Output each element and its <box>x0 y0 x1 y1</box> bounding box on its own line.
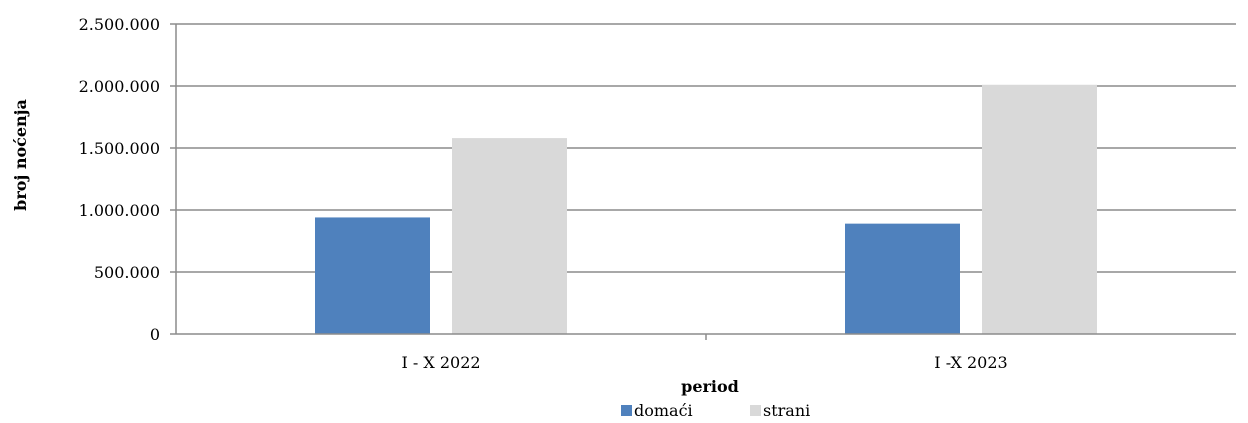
bar-domaći-1 <box>845 223 960 334</box>
legend-swatch-domaći <box>621 405 632 416</box>
x-tick-labels: I - X 2022 I -X 2023 <box>401 353 1007 372</box>
y-tick-label: 2.000.000 <box>79 77 160 96</box>
y-tick-labels: 0 500.000 1.000.000 1.500.000 2.000.000 2.500… <box>79 15 160 344</box>
axes <box>170 23 1236 340</box>
y-tick-label: 0 <box>150 325 160 344</box>
legend-label: strani <box>763 401 810 420</box>
y-tick-label: 2.500.000 <box>79 15 160 34</box>
x-tick-label: I - X 2022 <box>401 353 480 372</box>
x-axis-title: period <box>681 377 739 396</box>
bars <box>315 84 1097 334</box>
y-tick-label: 1.500.000 <box>79 139 160 158</box>
bar-strani-0 <box>452 138 567 334</box>
legend-swatch-strani <box>750 405 761 416</box>
y-tick-label: 500.000 <box>94 263 160 282</box>
bar-domaći-0 <box>315 217 430 334</box>
y-axis-title: broj noćenja <box>11 99 30 211</box>
x-tick-label: I -X 2023 <box>934 353 1007 372</box>
legend-label: domaći <box>634 401 693 420</box>
bar-strani-1 <box>982 84 1097 334</box>
y-tick-label: 1.000.000 <box>79 201 160 220</box>
legend: domaći strani <box>621 401 810 420</box>
